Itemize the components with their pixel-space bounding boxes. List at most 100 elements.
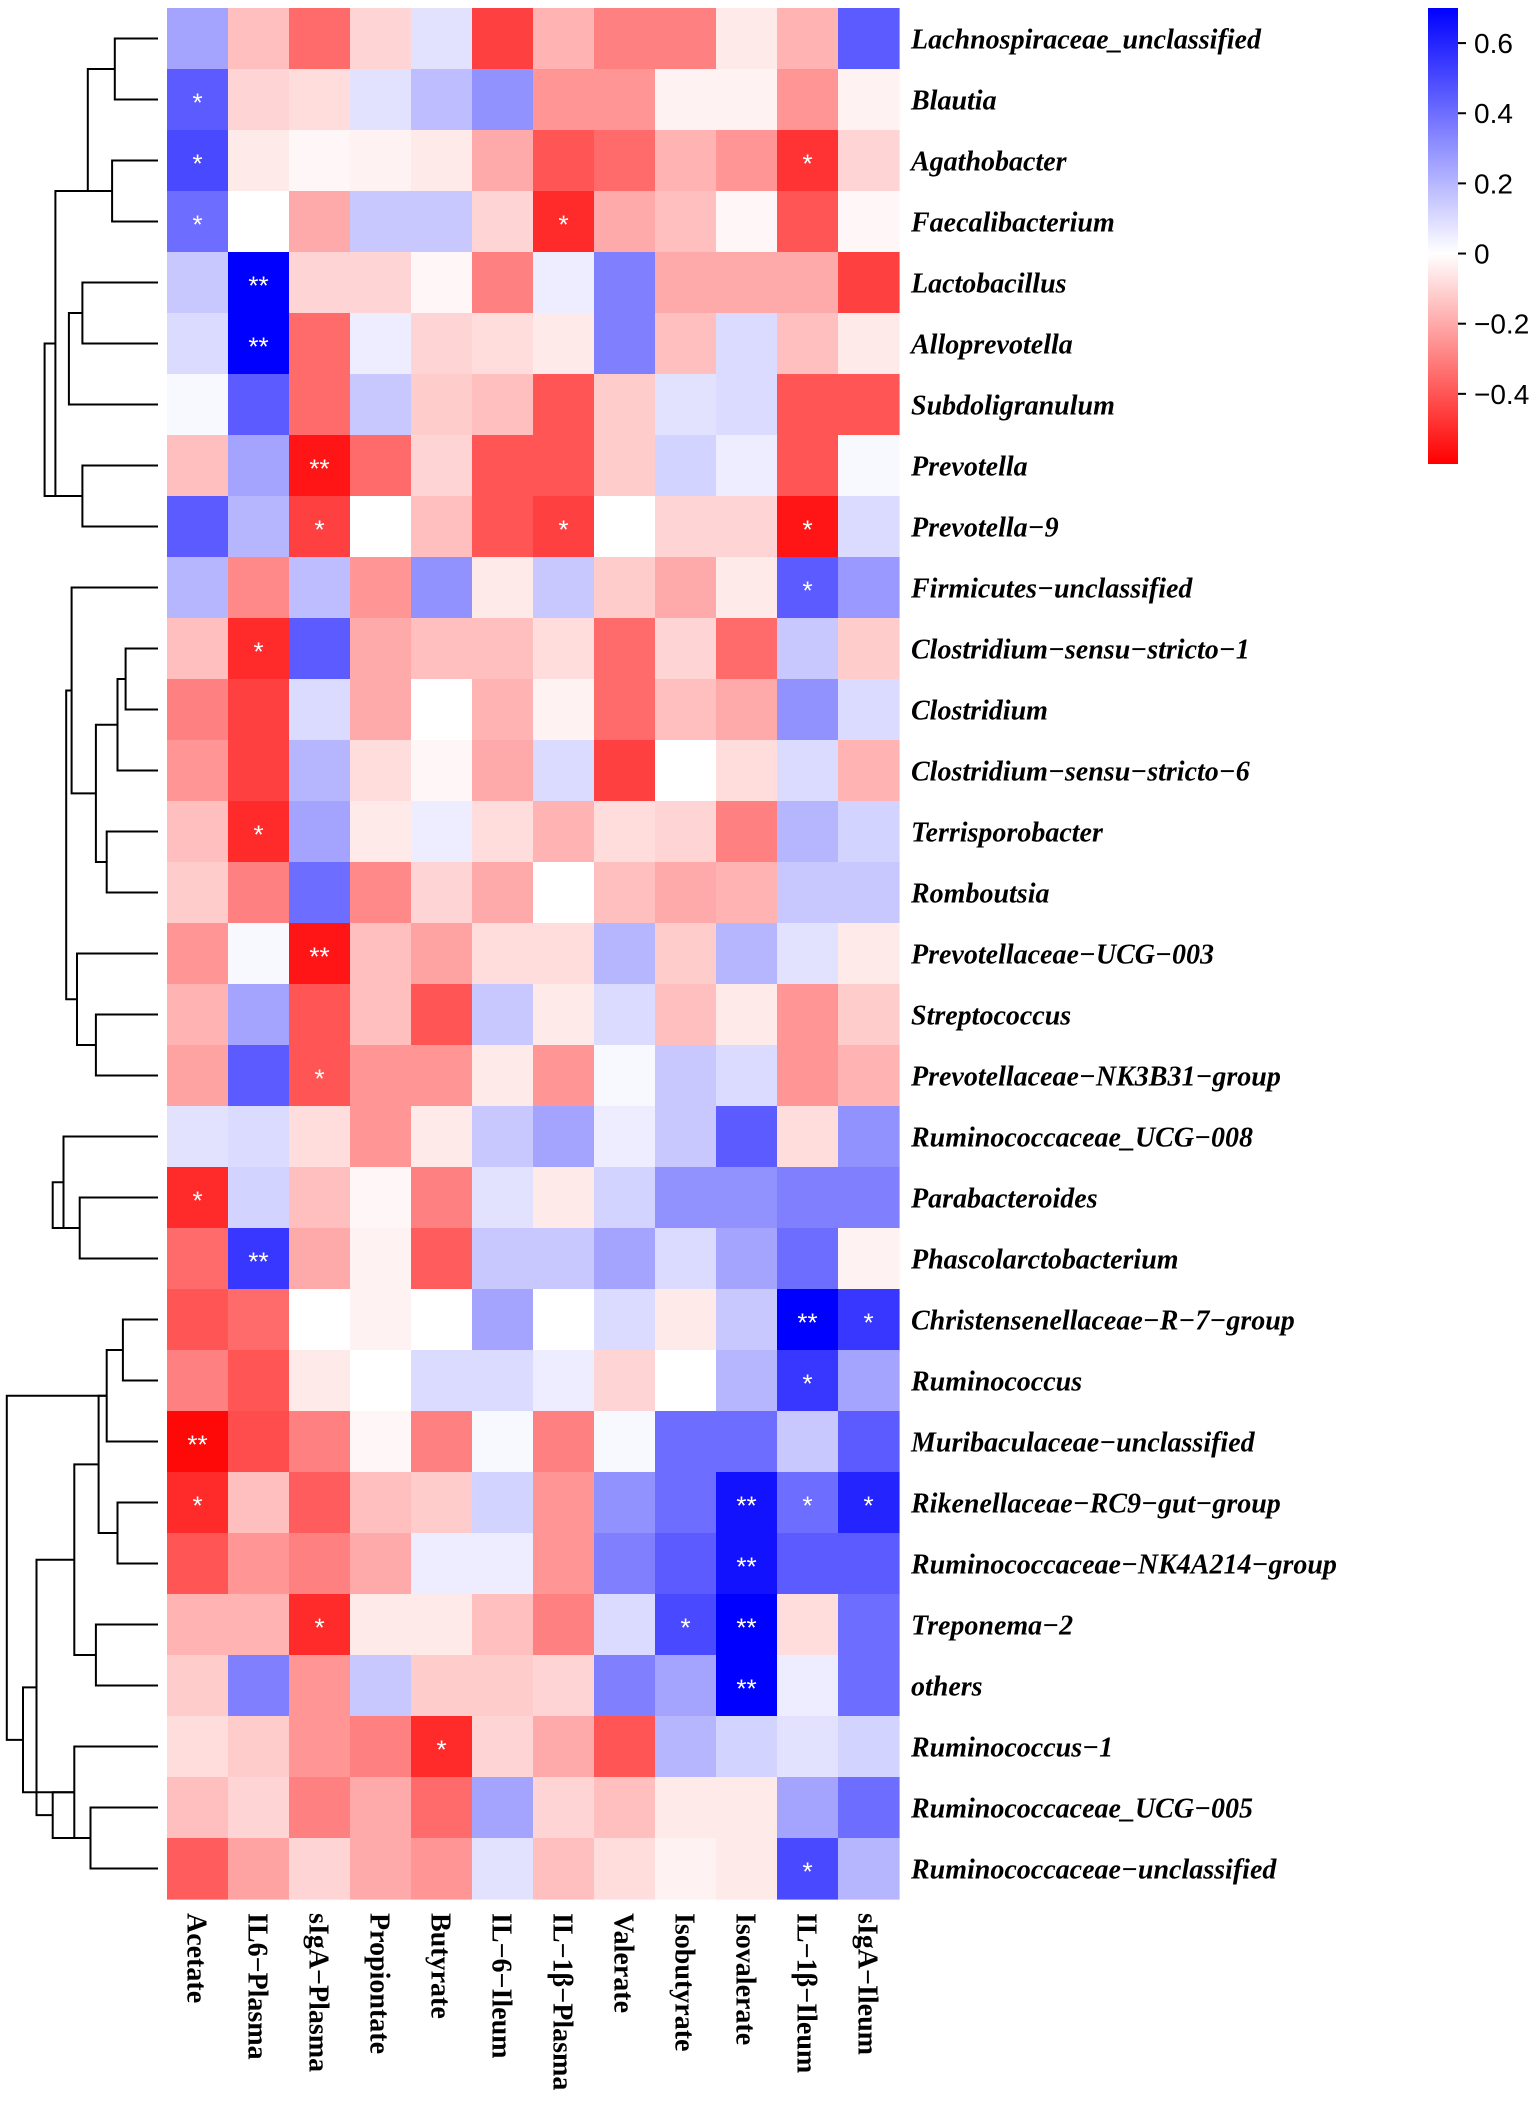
heatmap-cell: [411, 1289, 473, 1351]
heatmap-cell: [716, 1838, 778, 1900]
heatmap-cell: [472, 1289, 534, 1351]
heatmap-cell: [533, 557, 595, 619]
heatmap-cell: [594, 1655, 656, 1717]
heatmap-cell: [228, 984, 290, 1046]
dendrogram-branch: [51, 1791, 91, 1839]
heatmap-cell: [777, 1228, 839, 1290]
heatmap-cell: [289, 1411, 351, 1473]
heatmap-cell: [777, 69, 839, 131]
heatmap-cell: [289, 557, 351, 619]
row-label: Firmicutes−unclassified: [910, 574, 1193, 605]
column-label: sIgA−Ileum: [852, 1913, 883, 2055]
heatmap-cell: [411, 984, 473, 1046]
heatmap-cell: [777, 1838, 839, 1900]
heatmap-cell: [655, 69, 717, 131]
heatmap-cell: [289, 130, 351, 192]
heatmap-cell: [533, 496, 595, 558]
row-label: Streptococcus: [911, 1001, 1071, 1032]
heatmap-cell: [228, 496, 290, 558]
significance-star: **: [248, 1247, 268, 1277]
heatmap-cell: [167, 862, 229, 924]
heatmap-cell: [777, 801, 839, 863]
heatmap-cell: [228, 1228, 290, 1290]
heatmap-cell: [716, 618, 778, 680]
heatmap-cell: [289, 435, 351, 497]
heatmap-cell: [716, 69, 778, 131]
heatmap-cell: [594, 313, 656, 375]
heatmap-cell: [167, 1594, 229, 1656]
heatmap-cell: [655, 130, 717, 192]
heatmap-cell: [777, 1350, 839, 1412]
heatmap-cell: [472, 740, 534, 802]
heatmap-cell: [411, 435, 473, 497]
heatmap-cell: [350, 984, 412, 1046]
heatmap-cell: [838, 1594, 900, 1656]
significance-star: **: [248, 332, 268, 362]
heatmap-cell: [350, 1289, 412, 1351]
heatmap-cell: [289, 1350, 351, 1412]
heatmap-cell: [716, 1228, 778, 1290]
heatmap-cell: [533, 984, 595, 1046]
heatmap-cell: [533, 130, 595, 192]
heatmap-cell: [228, 252, 290, 314]
heatmap-cell: [289, 496, 351, 558]
row-label: Clostridium: [911, 696, 1048, 727]
heatmap-cell: [655, 8, 717, 70]
colorbar-tick-label: −0.2: [1474, 309, 1529, 340]
row-label: Faecalibacterium: [910, 208, 1115, 239]
heatmap-cell: [472, 1106, 534, 1168]
heatmap-cell: [472, 313, 534, 375]
heatmap-cell: [716, 1106, 778, 1168]
significance-star: *: [802, 515, 812, 545]
heatmap-cell: [716, 740, 778, 802]
heatmap-cell: [655, 1045, 717, 1107]
heatmap-cell: [716, 1289, 778, 1351]
row-label: Lactobacillus: [910, 269, 1067, 300]
heatmap-cell: [350, 435, 412, 497]
heatmap-cell: [533, 618, 595, 680]
heatmap-cell: [838, 801, 900, 863]
column-label: Acetate: [181, 1913, 212, 2003]
heatmap-cell: [533, 1716, 595, 1778]
heatmap-cell: [167, 1716, 229, 1778]
heatmap-cell: [411, 1716, 473, 1778]
heatmap-cell: [594, 618, 656, 680]
significance-star: *: [680, 1613, 690, 1643]
heatmap-cell: [838, 69, 900, 131]
heatmap-cell: [777, 1167, 839, 1229]
heatmap-cell: [716, 984, 778, 1046]
significance-star: **: [736, 1491, 756, 1521]
row-label: Ruminococcus−1: [910, 1733, 1113, 1764]
heatmap-cell: [350, 1045, 412, 1107]
heatmap-cell: [411, 1167, 473, 1229]
colorbar-tick-label: 0.6: [1474, 28, 1513, 59]
heatmap-cell: [350, 1228, 412, 1290]
heatmap-cell: [167, 1228, 229, 1290]
significance-star: **: [736, 1552, 756, 1582]
significance-star: **: [736, 1613, 756, 1643]
heatmap-cell: [655, 252, 717, 314]
significance-star: *: [802, 1857, 812, 1887]
heatmap-cell: [655, 1533, 717, 1595]
heatmap-cell: [228, 1716, 290, 1778]
heatmap-cell: [594, 740, 656, 802]
heatmap-cell: [167, 8, 229, 70]
heatmap-cell: [228, 1167, 290, 1229]
row-label: Ruminococcaceae−NK4A214−group: [910, 1550, 1337, 1581]
heatmap-cell: [655, 1228, 717, 1290]
column-label: IL−1β−Plasma: [547, 1913, 578, 2090]
colorbar-tick-label: 0.2: [1474, 168, 1513, 199]
heatmap-cell: [228, 618, 290, 680]
dendrogram-branch: [124, 647, 158, 711]
heatmap-cell: [472, 1228, 534, 1290]
heatmap-cell: [655, 1716, 717, 1778]
heatmap-cell: [655, 923, 717, 985]
heatmap-cell: [533, 1472, 595, 1534]
row-label: Subdoligranulum: [911, 391, 1115, 422]
heatmap-cell: [838, 740, 900, 802]
heatmap-cell: [655, 557, 717, 619]
significance-star: *: [253, 637, 263, 667]
significance-star: **: [797, 1308, 817, 1338]
colorbar-tick-label: 0.4: [1474, 98, 1513, 129]
heatmap-cell: [716, 1167, 778, 1229]
